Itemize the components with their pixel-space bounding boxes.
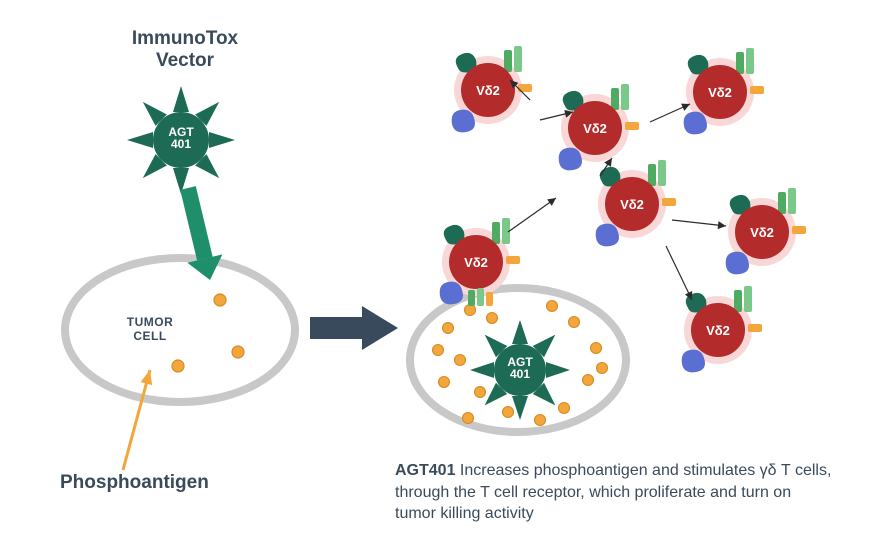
proliferation-arrow (508, 198, 556, 232)
phosphoantigen-dot (547, 301, 558, 312)
phosphoantigen-label: Phosphoantigen (60, 472, 209, 494)
vd2-tcell: Vδ2 (684, 48, 764, 134)
phosphoantigen-dot (172, 360, 184, 372)
svg-text:Vδ2: Vδ2 (708, 85, 732, 100)
phosphoantigen-dot (463, 413, 474, 424)
phosphoantigen-dot (465, 305, 476, 316)
phosphoantigen-dot (214, 294, 226, 306)
phosphoantigen-dot (503, 407, 514, 418)
phosphoantigen-dot (569, 317, 580, 328)
process-arrow (310, 306, 398, 350)
phosphoantigen-dot (597, 363, 608, 374)
proliferation-arrow (666, 246, 692, 300)
caption-text: AGT401 Increases phosphoantigen and stim… (395, 460, 835, 525)
svg-text:401: 401 (171, 137, 191, 151)
svg-text:401: 401 (510, 367, 530, 381)
phosphoantigen-dot (475, 387, 486, 398)
phosphoantigen-dot (591, 343, 602, 354)
svg-text:TUMOR: TUMOR (127, 315, 174, 329)
phosphoantigen-dot (487, 313, 498, 324)
phosphoantigen-dot (433, 345, 444, 356)
phosphoantigen-dot (535, 415, 546, 426)
svg-text:Vδ2: Vδ2 (620, 197, 644, 212)
svg-text:Vδ2: Vδ2 (583, 121, 607, 136)
svg-text:Vδ2: Vδ2 (750, 225, 774, 240)
vd2-tcell: Vδ2 (682, 286, 762, 372)
svg-text:CELL: CELL (133, 329, 166, 343)
vd2-tcell: Vδ2 (726, 188, 806, 274)
virus-particle: AGT401 (470, 320, 570, 420)
phosphoantigen-dot (439, 377, 450, 388)
svg-text:Vδ2: Vδ2 (476, 83, 500, 98)
phosphoantigen-dot (455, 355, 466, 366)
phosphoantigen-dot (443, 323, 454, 334)
virus-particle: AGT401 (127, 86, 235, 194)
phosphoantigen-dot (559, 403, 570, 414)
svg-text:Vδ2: Vδ2 (706, 323, 730, 338)
svg-text:Vδ2: Vδ2 (464, 255, 488, 270)
phosphoantigen-dot (232, 346, 244, 358)
phosphoantigen-dot (583, 375, 594, 386)
immunotox-label: ImmunoTox Vector (100, 28, 270, 72)
vd2-tcell: Vδ2 (596, 160, 676, 246)
vd2-tcell: Vδ2 (559, 84, 639, 170)
proliferation-arrow (672, 220, 726, 226)
tumor-cell-1 (65, 258, 295, 402)
